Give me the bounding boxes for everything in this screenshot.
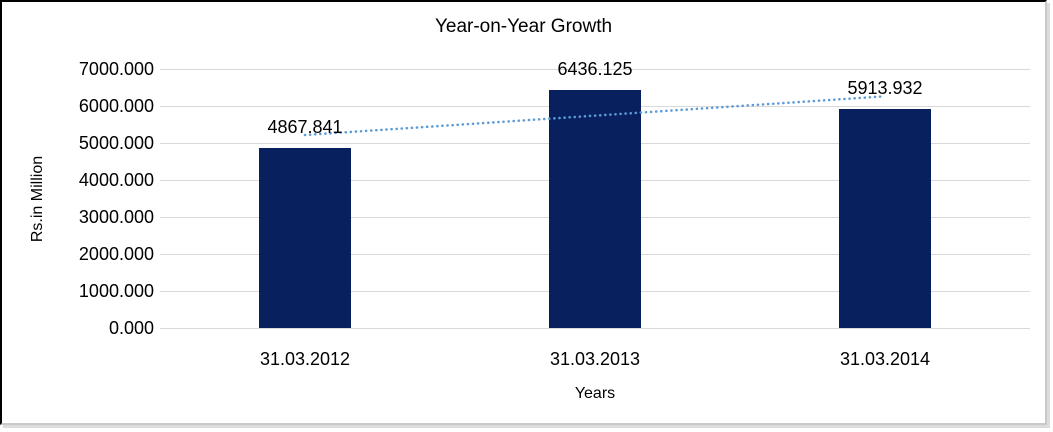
data-label: 5913.932 bbox=[847, 78, 923, 99]
x-axis-title: Years bbox=[574, 385, 616, 402]
y-axis-tick-label: 4000.000 bbox=[78, 170, 154, 190]
data-label: 4867.841 bbox=[267, 116, 343, 137]
y-axis-tick-label: 5000.000 bbox=[78, 133, 154, 153]
bar bbox=[839, 109, 931, 328]
gridline bbox=[160, 328, 1030, 329]
data-label: 6436.125 bbox=[557, 58, 633, 79]
bar bbox=[259, 147, 351, 328]
chart-title: Year-on-Year Growth bbox=[434, 16, 613, 37]
y-axis-title: Rs.in Million bbox=[29, 155, 46, 243]
chart-frame: Year-on-Year Growth Rs.in Million Years … bbox=[0, 0, 1047, 425]
y-axis-tick-label: 3000.000 bbox=[78, 207, 154, 227]
bar bbox=[549, 89, 641, 328]
y-axis-tick-label: 1000.000 bbox=[78, 281, 154, 301]
y-axis-tick-label: 0.000 bbox=[108, 318, 154, 338]
x-axis-tick-label: 31.03.2013 bbox=[549, 349, 641, 369]
y-axis-tick-label: 6000.000 bbox=[78, 96, 154, 116]
x-axis-tick-label: 31.03.2012 bbox=[259, 349, 351, 369]
y-axis-tick-label: 7000.000 bbox=[78, 59, 154, 79]
x-axis-tick-label: 31.03.2014 bbox=[839, 349, 931, 369]
gridline bbox=[160, 69, 1030, 70]
y-axis-tick-label: 2000.000 bbox=[78, 244, 154, 264]
